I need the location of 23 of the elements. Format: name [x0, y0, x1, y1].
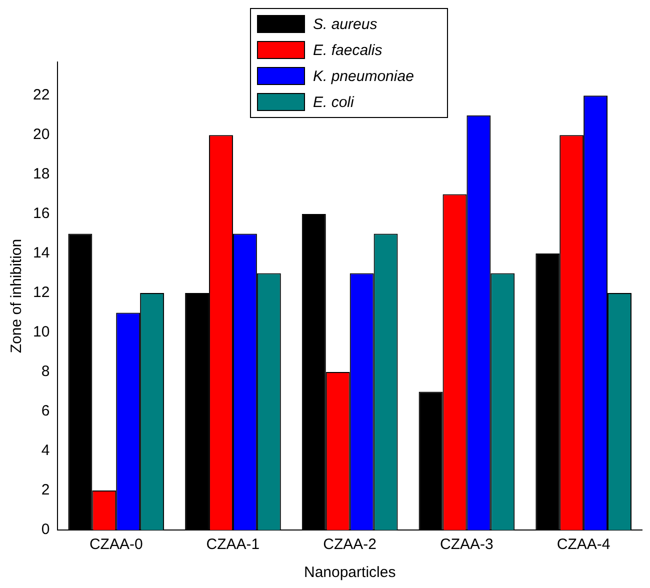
- legend-label: E. faecalis: [313, 42, 382, 58]
- y-tick-label: 14: [32, 244, 50, 262]
- y-tick-label: 6: [41, 402, 50, 420]
- y-tick-label: 12: [32, 284, 50, 302]
- y-tick-label: 22: [32, 86, 50, 104]
- y-axis-title: Zone of inhibition: [8, 238, 26, 354]
- legend-label: E. coli: [313, 94, 354, 110]
- x-tick-label: CZAA-2: [323, 536, 377, 554]
- y-tick-label: 4: [41, 442, 50, 460]
- x-tick-label: CZAA-3: [440, 536, 494, 554]
- y-tick-label: 8: [41, 363, 50, 380]
- y-tick-label: 18: [32, 166, 50, 183]
- x-tick-label: CZAA-1: [206, 536, 260, 554]
- y-tick-label: 2: [41, 482, 50, 499]
- y-tick-label: 10: [32, 324, 50, 341]
- y-tick-label: 16: [32, 205, 50, 222]
- legend-label: K. pneumoniae: [313, 68, 414, 84]
- x-tick-label: CZAA-0: [89, 536, 143, 554]
- y-tick-label: 0: [41, 521, 50, 538]
- x-axis-title: Nanoparticles: [304, 564, 396, 582]
- legend-label: S. aureus: [313, 16, 378, 32]
- x-tick-label: CZAA-4: [556, 536, 610, 554]
- y-tick-label: 20: [32, 126, 50, 144]
